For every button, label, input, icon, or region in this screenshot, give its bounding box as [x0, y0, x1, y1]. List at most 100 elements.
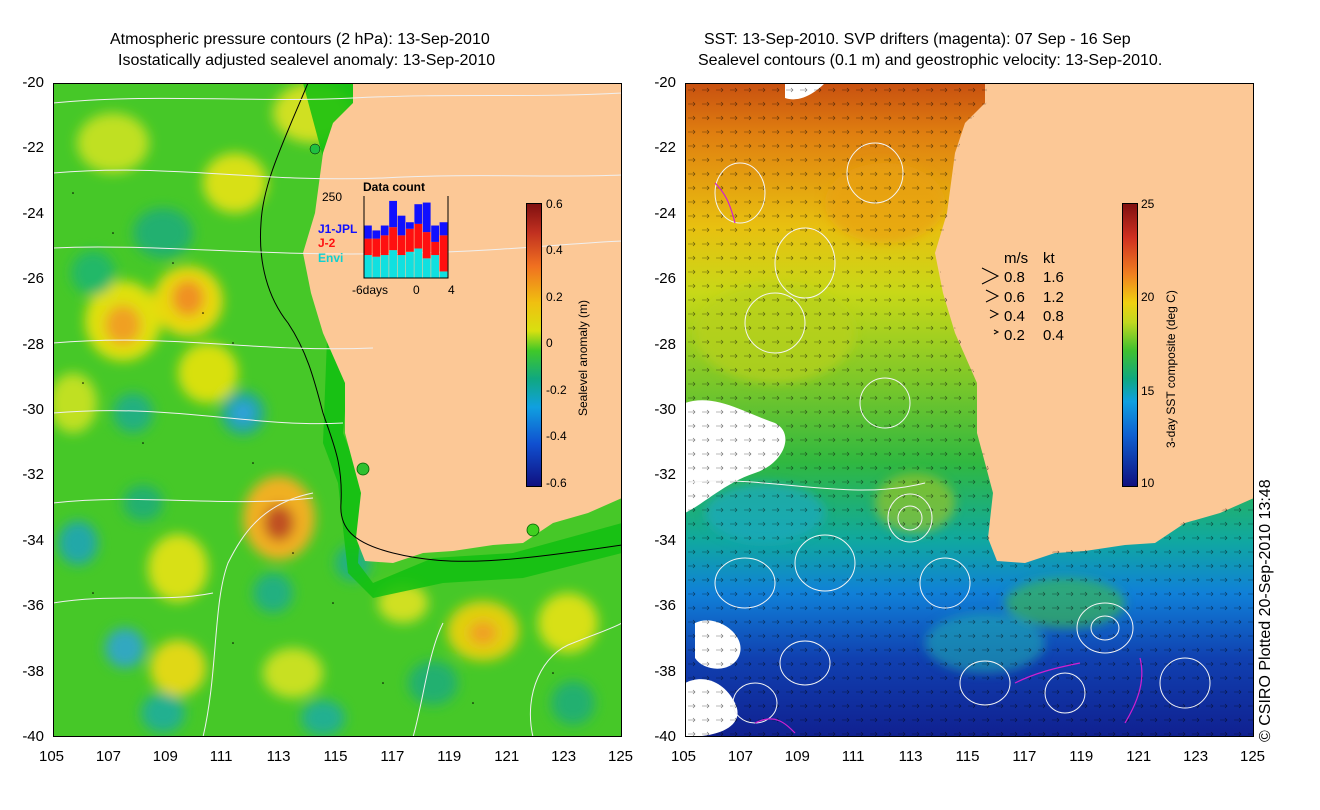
right-title-line1: SST: 13-Sep-2010. SVP drifters (magenta)…: [704, 31, 1131, 48]
inset-bar-j1: [414, 204, 423, 224]
inset-bar-j1: [406, 222, 414, 229]
left-lon-tick: 125: [608, 748, 634, 765]
right-lat-tick: -20: [654, 74, 676, 91]
right-lat-tick: -24: [654, 204, 676, 222]
inset-bar-envi: [372, 256, 381, 278]
sst-tick-1: 20: [1141, 290, 1155, 304]
left-lat-tick: -26: [22, 270, 44, 288]
velocity-legend-ms-0: 0.8: [1004, 269, 1025, 286]
data-count-inset: Data count 250 J1-JPL J-2 Envi -6days 0 …: [316, 178, 466, 298]
sla-colorbar: [526, 203, 542, 487]
sst-tick-0: 25: [1141, 197, 1155, 211]
velocity-legend-ms-3: 0.2: [1004, 327, 1025, 344]
velocity-legend-ms-1: 0.6: [1004, 289, 1025, 306]
left-lat-tick: -24: [22, 204, 44, 222]
inset-bar-envi: [439, 271, 448, 278]
inset-bar-j2: [364, 238, 372, 256]
velocity-legend-ms-2: 0.4: [1004, 308, 1025, 325]
right-lon-tick: 113: [898, 748, 923, 765]
inset-bar-j2: [414, 223, 423, 249]
right-lon-tick: 109: [784, 748, 810, 765]
sla-tick-1: 0.4: [546, 243, 563, 257]
inset-bar-j2: [406, 228, 414, 252]
sst-colorbar-title: 3-day SST composite (deg C): [1164, 290, 1178, 448]
right-lat-tick: -34: [654, 531, 676, 549]
velocity-legend-kt-0: 1.6: [1043, 269, 1064, 286]
right-lon-tick: 107: [727, 748, 753, 765]
left-lat-tick: -40: [22, 728, 44, 745]
sla-tick-0: 0.6: [546, 197, 563, 211]
right-lat-tick: -28: [654, 335, 676, 353]
right-lon-tick: 125: [1240, 748, 1266, 765]
left-lon-tick: 121: [494, 748, 520, 765]
sla-tick-4: -0.2: [546, 383, 567, 397]
left-lat-tick: -28: [22, 335, 44, 353]
left-lon-tick: 111: [209, 748, 233, 765]
velocity-legend-kt-3: 0.4: [1043, 327, 1064, 344]
right-lat-tick: -30: [654, 401, 676, 418]
sst-map: [685, 83, 1254, 737]
sla-tick-5: -0.4: [546, 429, 567, 443]
left-title-line2: Isostatically adjusted sealevel anomaly:…: [118, 52, 496, 69]
inset-bar-j2: [397, 235, 406, 256]
inset-bar-envi: [406, 251, 414, 278]
inset-title: Data count: [363, 180, 426, 194]
velocity-legend-header-kt: kt: [1043, 250, 1055, 267]
left-lat-tick: -38: [22, 662, 44, 680]
inset-bar-j2: [439, 235, 448, 272]
left-lon-tick: 123: [551, 748, 577, 765]
right-lon-tick: 115: [955, 748, 980, 765]
sst-map-svg: [685, 83, 1254, 737]
inset-bar-j1: [397, 215, 406, 236]
right-lon-tick: 123: [1183, 748, 1209, 765]
left-lon-tick: 113: [266, 748, 291, 765]
sla-tick-2: 0.2: [546, 290, 563, 304]
sla-tick-3: 0: [546, 336, 553, 350]
right-lat-tick: -22: [654, 139, 676, 157]
velocity-legend-kt-2: 0.8: [1043, 308, 1064, 325]
inset-bars-svg: [363, 196, 449, 279]
inset-bar-envi: [364, 255, 372, 278]
right-lon-tick: 119: [1069, 748, 1094, 765]
sst-tick-3: 10: [1141, 476, 1155, 490]
sst-tick-2: 15: [1141, 384, 1155, 398]
inset-axes: [363, 196, 449, 279]
inset-bar-j1: [431, 225, 439, 242]
left-lon-tick: 117: [380, 748, 405, 765]
right-lat-tick: -32: [654, 466, 676, 484]
inset-bar-envi: [431, 255, 439, 278]
inset-bar-envi: [414, 248, 423, 278]
inset-bar-j1: [364, 225, 372, 239]
left-lat-tick: -20: [22, 74, 44, 91]
right-lat-tick: -38: [654, 662, 676, 680]
left-lat-tick: -36: [22, 597, 44, 615]
right-lon-tick: 105: [671, 748, 697, 765]
left-lon-tick: 115: [323, 748, 348, 765]
left-lat-tick: -32: [22, 466, 44, 484]
sla-colorbar-title: Sealevel anomaly (m): [576, 299, 590, 416]
left-lat-tick: -30: [22, 401, 44, 418]
inset-legend-j1: J1-JPL: [318, 222, 358, 236]
inset-bar-j1: [422, 202, 431, 233]
inset-xlabel-start: -6days: [352, 283, 389, 297]
inset-legend-envi: Envi: [318, 251, 344, 265]
sla-tick-6: -0.6: [546, 476, 567, 490]
inset-bar-j2: [431, 241, 439, 256]
inset-bar-envi: [380, 255, 389, 278]
inset-ymax: 250: [322, 190, 343, 204]
left-lon-tick: 107: [95, 748, 121, 765]
left-lon-tick: 105: [39, 748, 65, 765]
inset-bar-j2: [372, 238, 381, 257]
inset-xlabel-end: 4: [448, 283, 455, 297]
right-lon-tick: 121: [1126, 748, 1152, 765]
right-lat-tick: -36: [654, 597, 676, 615]
left-lat-tick: -34: [22, 531, 44, 549]
left-lon-tick: 119: [437, 748, 462, 765]
australia-landmass: [303, 83, 622, 563]
inset-bar-j1: [439, 222, 448, 236]
inset-bar-j2: [380, 235, 389, 256]
left-title-line1: Atmospheric pressure contours (2 hPa): 1…: [110, 31, 490, 48]
left-lon-tick: 109: [152, 748, 178, 765]
copyright-notice: © CSIRO Plotted 20-Sep-2010 13:48: [1257, 479, 1274, 742]
right-lon-tick: 111: [841, 748, 865, 765]
